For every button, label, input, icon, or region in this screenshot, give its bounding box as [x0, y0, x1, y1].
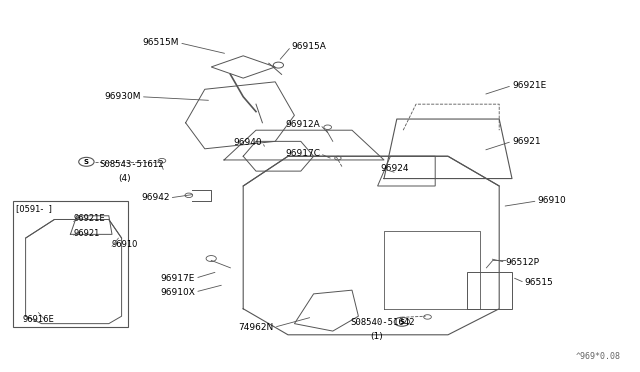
Text: S08543-51612: S08543-51612	[99, 160, 164, 169]
Text: 96910: 96910	[538, 196, 566, 205]
Text: ^969*0.08: ^969*0.08	[576, 352, 621, 361]
Text: 96930M: 96930M	[104, 92, 141, 101]
Text: (1): (1)	[370, 332, 383, 341]
Text: S08540-51642: S08540-51642	[351, 318, 415, 327]
Text: 96921E: 96921E	[74, 214, 105, 223]
Text: (4): (4)	[118, 174, 131, 183]
Text: 96512P: 96512P	[506, 258, 540, 267]
Text: 74962N: 74962N	[239, 323, 274, 332]
Text: 96921: 96921	[512, 137, 541, 146]
Text: 96921E: 96921E	[512, 81, 547, 90]
Text: 96915A: 96915A	[291, 42, 326, 51]
Text: 96917C: 96917C	[285, 149, 320, 158]
Text: 96912A: 96912A	[285, 120, 320, 129]
Text: 96917E: 96917E	[161, 274, 195, 283]
Text: 96916E: 96916E	[22, 315, 54, 324]
Text: 96910: 96910	[112, 240, 138, 249]
Text: 96942: 96942	[141, 193, 170, 202]
Text: 96515: 96515	[525, 278, 554, 287]
Text: S: S	[399, 319, 404, 325]
Text: 96924: 96924	[381, 164, 410, 173]
Text: 96910X: 96910X	[161, 288, 195, 296]
Text: 96940: 96940	[234, 138, 262, 147]
Text: 96515M: 96515M	[143, 38, 179, 47]
Bar	[13, 201, 128, 327]
Text: 96921: 96921	[74, 229, 100, 238]
Text: S: S	[84, 159, 89, 165]
Text: [0591-  ]: [0591- ]	[16, 205, 52, 214]
